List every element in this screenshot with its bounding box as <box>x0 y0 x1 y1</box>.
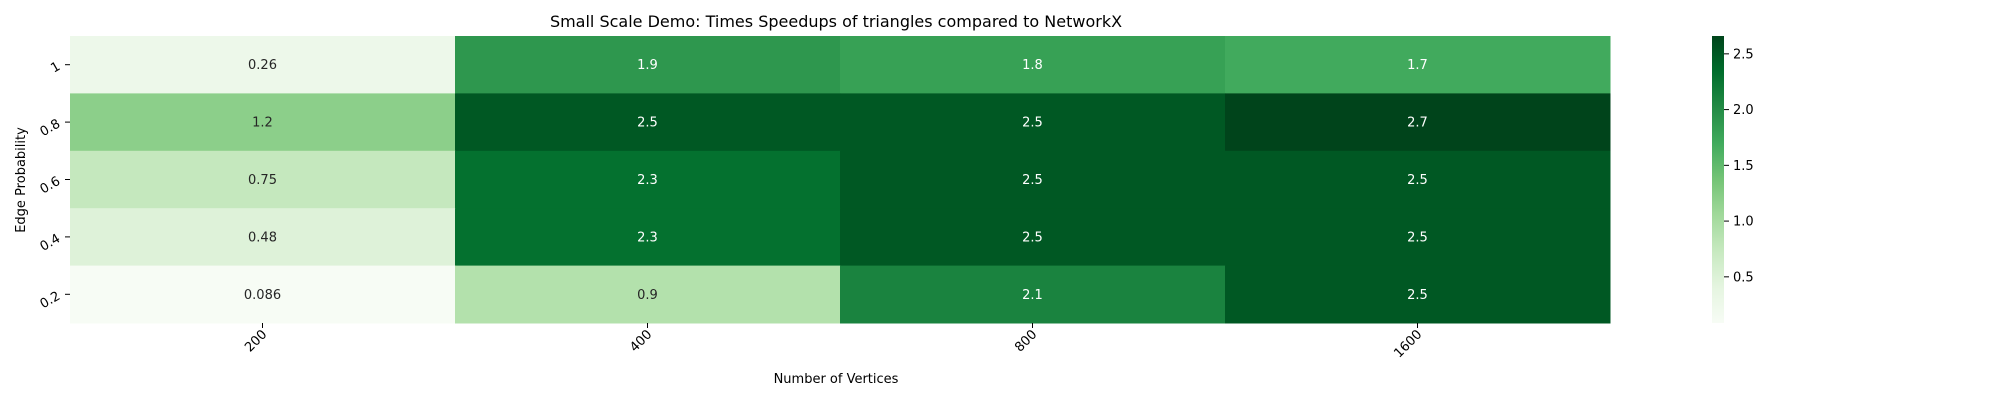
y-tick-label: 1 <box>48 59 63 76</box>
cell-value-label: 0.48 <box>248 230 277 245</box>
colorbar-tick-label: 2.0 <box>1733 103 1754 118</box>
colorbar-tick-label: 1.5 <box>1733 159 1754 174</box>
cell-value-label: 1.8 <box>1022 58 1043 73</box>
y-tick-label: 0.6 <box>38 174 63 197</box>
heatmap-cell <box>1225 93 1611 152</box>
x-tick-label: 200 <box>242 327 270 355</box>
y-tick-label: 0.2 <box>38 289 63 312</box>
heatmap-cell <box>455 208 841 267</box>
colorbar-gradient <box>1712 36 1724 323</box>
cell-value-label: 0.086 <box>244 288 281 303</box>
cell-value-label: 2.5 <box>1022 230 1043 245</box>
cell-value-label: 2.5 <box>1407 230 1428 245</box>
x-axis-label: Number of Vertices <box>774 372 899 387</box>
colorbar-tick-label: 1.0 <box>1733 215 1754 230</box>
y-tick-label: 0.8 <box>38 117 63 140</box>
cell-value-label: 0.75 <box>248 173 277 188</box>
colorbar-tick-label: 0.5 <box>1733 270 1754 285</box>
x-tick-label: 400 <box>627 327 655 355</box>
cell-value-label: 0.26 <box>248 58 277 73</box>
heatmap-cell <box>70 36 456 94</box>
heatmap-cell <box>1225 36 1611 94</box>
heatmap-cell <box>70 93 456 152</box>
cell-value-label: 1.9 <box>637 58 658 73</box>
cell-value-label: 2.3 <box>637 173 658 188</box>
heatmap-cell <box>455 265 841 324</box>
heatmap-cell <box>840 93 1226 152</box>
cell-value-label: 2.5 <box>1022 116 1043 131</box>
cell-value-label: 2.7 <box>1407 116 1428 131</box>
chart-title: Small Scale Demo: Times Speedups of tria… <box>550 12 1122 31</box>
heatmap-cell <box>1225 208 1611 267</box>
heatmap-cell <box>70 265 456 324</box>
cell-value-label: 0.9 <box>637 288 658 303</box>
heatmap-cell <box>70 150 456 209</box>
colorbar-tick-label: 2.5 <box>1733 47 1754 62</box>
x-tick-label: 1600 <box>1391 327 1425 361</box>
cell-value-label: 2.5 <box>1407 173 1428 188</box>
heatmap-cell <box>840 36 1226 94</box>
x-tick-label: 800 <box>1012 327 1040 355</box>
cell-value-label: 2.1 <box>1022 288 1043 303</box>
cell-value-label: 2.3 <box>637 230 658 245</box>
y-tick-label: 0.4 <box>38 231 63 254</box>
heatmap-cells: 0.26 1.9 1.8 1.7 1.2 2.5 2.5 2.7 0.75 2.3 2.5 2.5 0.… <box>70 36 1611 324</box>
heatmap-cell <box>840 265 1226 324</box>
heatmap-cell <box>1225 150 1611 209</box>
heatmap-cell <box>70 208 456 267</box>
heatmap-cell <box>1225 265 1611 324</box>
colorbar: 0.5 1.0 1.5 2.0 2.5 <box>1712 36 1754 323</box>
cell-value-label: 2.5 <box>1407 288 1428 303</box>
heatmap-cell <box>455 150 841 209</box>
cell-value-label: 2.5 <box>637 116 658 131</box>
y-axis-label: Edge Probability <box>14 127 29 233</box>
cell-value-label: 2.5 <box>1022 173 1043 188</box>
x-axis-ticks: 200 400 800 1600 <box>242 323 1425 361</box>
heatmap-cell <box>840 208 1226 267</box>
y-axis-ticks: 1 0.8 0.6 0.4 0.2 <box>38 59 70 312</box>
heatmap-cell <box>455 93 841 152</box>
cell-value-label: 1.7 <box>1407 58 1428 73</box>
heatmap-cell <box>840 150 1226 209</box>
cell-value-label: 1.2 <box>252 116 273 131</box>
heatmap-cell <box>455 36 841 94</box>
